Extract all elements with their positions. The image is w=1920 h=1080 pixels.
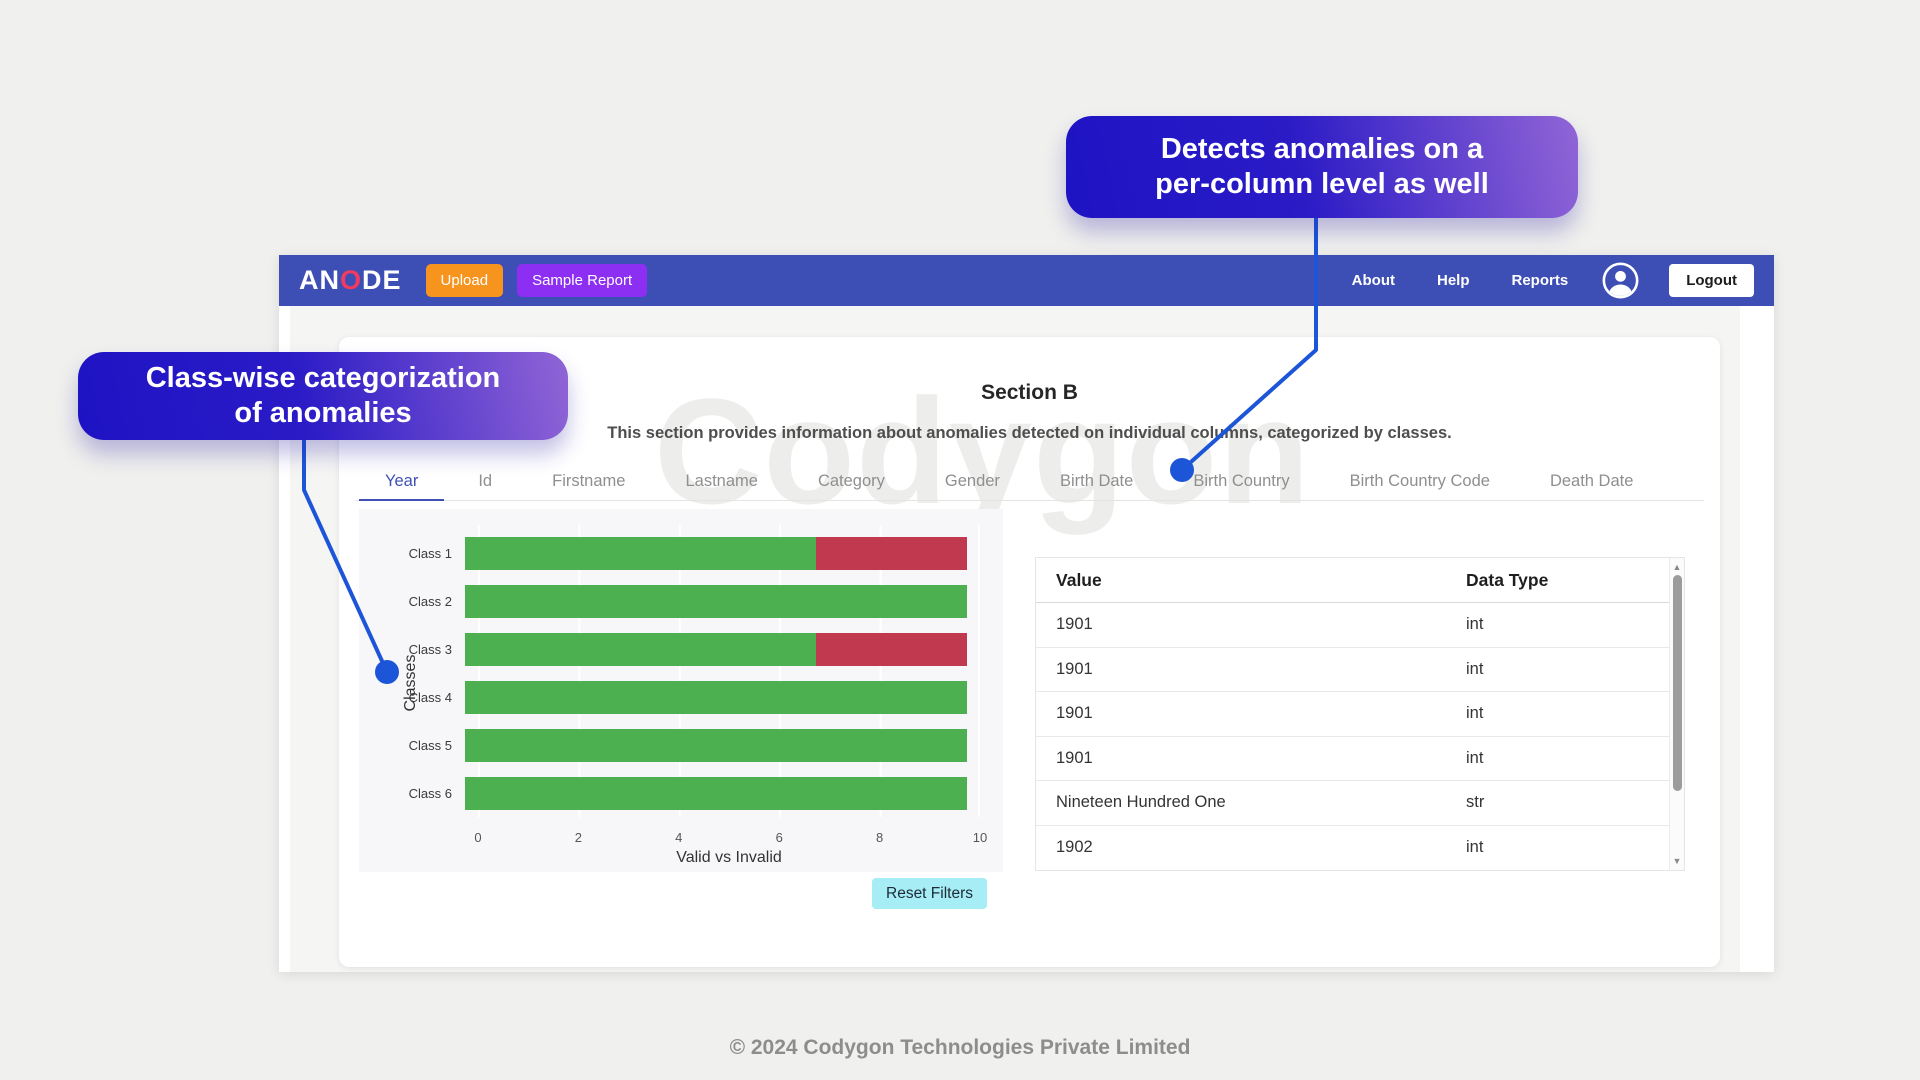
table-row: 1901 int bbox=[1036, 648, 1684, 692]
valid-bar-segment[interactable] bbox=[465, 536, 817, 570]
chart-row-6: Class 6 bbox=[359, 769, 1003, 817]
cell-value: 1901 bbox=[1056, 748, 1093, 767]
x-axis-label: Valid vs Invalid bbox=[676, 849, 782, 866]
callout-classwise-categorization: Class-wise categorization of anomalies bbox=[78, 352, 568, 440]
section-b-card: Codygon Section B This section provides … bbox=[339, 337, 1720, 967]
table-row: Nineteen Hundred One str bbox=[1036, 781, 1684, 826]
y-axis-label: Classes bbox=[402, 654, 419, 712]
class-label: Class 6 bbox=[408, 785, 452, 801]
table-row: 1901 int bbox=[1036, 692, 1684, 737]
x-axis-ticks: 0 2 4 6 8 10 bbox=[474, 830, 987, 846]
tab-firstname[interactable]: Firstname bbox=[552, 472, 626, 490]
cell-data-type: str bbox=[1466, 793, 1485, 812]
cell-data-type: int bbox=[1466, 615, 1484, 634]
nav-link-reports[interactable]: Reports bbox=[1511, 272, 1569, 289]
tab-id[interactable]: Id bbox=[478, 472, 493, 490]
x-tick-label: 8 bbox=[875, 830, 884, 845]
x-tick-label: 6 bbox=[775, 830, 783, 845]
chart-bars: Class 1 Class 2 Class 3 Class 4 Class 5 Class… bbox=[359, 529, 1003, 817]
class-label: Class 3 bbox=[408, 641, 452, 657]
valid-bar-segment[interactable] bbox=[465, 728, 967, 762]
bar-track bbox=[465, 680, 967, 714]
cell-data-type: int bbox=[1466, 748, 1484, 767]
scroll-up-icon[interactable]: ▲ bbox=[1672, 562, 1682, 572]
user-avatar-icon[interactable] bbox=[1602, 262, 1639, 299]
x-tick-label: 0 bbox=[474, 830, 482, 845]
table-row: 1901 int bbox=[1036, 603, 1684, 648]
class-label: Class 2 bbox=[408, 593, 452, 609]
class-label: Class 1 bbox=[408, 545, 452, 561]
upload-button[interactable]: Upload bbox=[425, 264, 504, 297]
table-row: 1901 int bbox=[1036, 737, 1684, 781]
valid-bar-segment[interactable] bbox=[465, 680, 967, 714]
tab-gender[interactable]: Gender bbox=[944, 472, 1000, 490]
tab-death-date[interactable]: Death Date bbox=[1549, 472, 1634, 490]
callout-line: Detects anomalies on a bbox=[1160, 132, 1484, 165]
reset-filters-button[interactable]: Reset Filters bbox=[872, 878, 987, 909]
callout-line: per-column level as well bbox=[1155, 168, 1489, 200]
tab-category[interactable]: Category bbox=[817, 472, 885, 490]
callout-line: of anomalies bbox=[234, 397, 412, 429]
bar-track bbox=[465, 632, 967, 666]
invalid-bar-segment[interactable] bbox=[816, 632, 967, 666]
cell-data-type: int bbox=[1466, 659, 1484, 678]
bar-track bbox=[465, 584, 967, 618]
anode-logo[interactable]: ANODE bbox=[299, 265, 402, 296]
valid-bar-segment[interactable] bbox=[465, 632, 817, 666]
column-header-data-type: Data Type bbox=[1466, 569, 1549, 590]
invalid-bar-segment[interactable] bbox=[816, 536, 967, 570]
nav-link-help[interactable]: Help bbox=[1436, 272, 1470, 289]
section-title: Section B bbox=[981, 381, 1078, 404]
valid-bar-segment[interactable] bbox=[465, 584, 967, 618]
tab-birth-country-code[interactable]: Birth Country Code bbox=[1349, 472, 1490, 490]
tab-birth-country[interactable]: Birth Country bbox=[1193, 472, 1290, 490]
table-header: Value Data Type bbox=[1036, 558, 1684, 603]
class-label: Class 5 bbox=[408, 737, 452, 753]
x-tick-label: 4 bbox=[675, 830, 683, 845]
x-tick-label: 2 bbox=[574, 830, 583, 845]
valid-bar-segment[interactable] bbox=[465, 776, 967, 810]
x-tick-label: 10 bbox=[972, 830, 988, 845]
cell-data-type: int bbox=[1466, 838, 1484, 857]
table-scrollbar[interactable]: ▲ ▼ bbox=[1669, 558, 1684, 870]
footer-copyright: © 2024 Codygon Technologies Private Limi… bbox=[729, 1036, 1191, 1059]
logo-o: O bbox=[340, 265, 363, 295]
bar-track bbox=[465, 728, 967, 762]
tab-year[interactable]: Year bbox=[355, 463, 448, 501]
cell-value: 1901 bbox=[1056, 615, 1093, 634]
values-table: Value Data Type 1901 int 1901 int 1901 int 190… bbox=[1035, 557, 1685, 871]
scroll-down-icon[interactable]: ▼ bbox=[1672, 856, 1682, 866]
chart-gridlines bbox=[478, 525, 980, 817]
chart-row-2: Class 2 bbox=[359, 577, 1003, 625]
table-row: 1902 int bbox=[1036, 826, 1684, 871]
bar-track bbox=[465, 776, 967, 810]
sample-report-button[interactable]: Sample Report bbox=[517, 264, 648, 297]
cell-value: 1901 bbox=[1056, 659, 1093, 678]
logo-text: DE bbox=[362, 265, 402, 295]
nav-link-about[interactable]: About bbox=[1351, 272, 1395, 289]
column-header-value: Value bbox=[1056, 569, 1102, 590]
column-tabs: Year Id Firstname Lastname Category Gender Bir… bbox=[355, 463, 1704, 501]
callout-detects-anomalies: Detects anomalies on a per-column level … bbox=[1066, 116, 1578, 218]
cell-value: Nineteen Hundred One bbox=[1056, 793, 1226, 812]
tab-lastname[interactable]: Lastname bbox=[685, 472, 758, 490]
cell-data-type: int bbox=[1466, 704, 1484, 723]
cell-value: 1902 bbox=[1056, 838, 1093, 857]
table-body: 1901 int 1901 int 1901 int 1901 int Nineteen Hun… bbox=[1036, 603, 1684, 870]
cell-value: 1901 bbox=[1056, 704, 1093, 723]
scrollbar-thumb[interactable] bbox=[1672, 575, 1682, 791]
app-navbar: ANODE Upload Sample Report About Help Repo… bbox=[279, 255, 1774, 306]
chart-row-3: Class 3 bbox=[359, 625, 1003, 673]
chart-row-5: Class 5 bbox=[359, 721, 1003, 769]
bar-track bbox=[465, 536, 967, 570]
logout-button[interactable]: Logout bbox=[1669, 264, 1754, 297]
logo-text: AN bbox=[299, 265, 340, 295]
chart-row-4: Class 4 bbox=[359, 673, 1003, 721]
callout-line: Class-wise categorization bbox=[145, 361, 501, 394]
class-label: Class 4 bbox=[408, 689, 452, 705]
classwise-bar-chart: Class 1 Class 2 Class 3 Class 4 Class 5 Class… bbox=[359, 509, 1003, 872]
chart-row-1: Class 1 bbox=[359, 529, 1003, 577]
tab-birth-date[interactable]: Birth Date bbox=[1059, 472, 1134, 490]
navbar-links: About Help Reports bbox=[1352, 272, 1569, 289]
